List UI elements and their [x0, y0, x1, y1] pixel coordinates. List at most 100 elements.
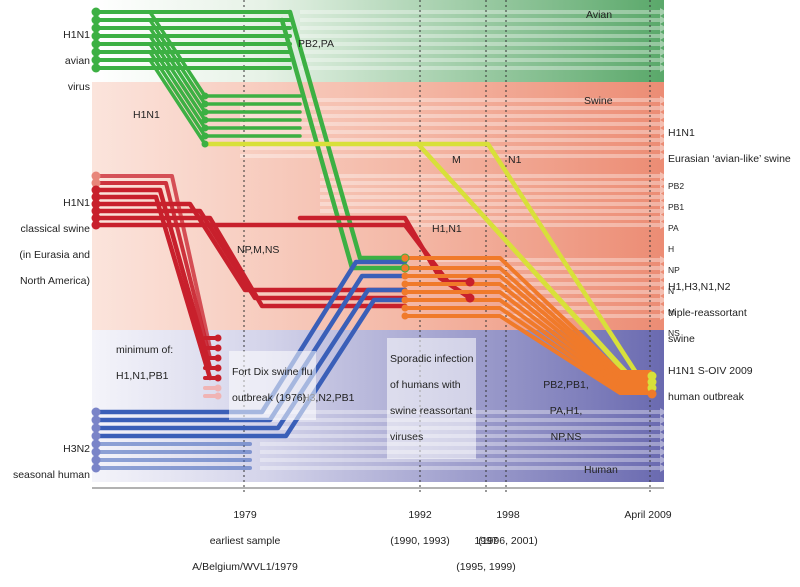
eurasian-faded-arrow-4-head [660, 128, 667, 136]
sporadic-dot-1 [465, 277, 475, 287]
avian-faded-arrow-1-head [660, 16, 667, 24]
fortdix-node-3 [214, 364, 222, 372]
classical-subtype: H1N1 [63, 197, 90, 209]
segment-pa: PA [668, 222, 679, 233]
eurasian-name: Eurasian ‘avian-like’ swine [668, 153, 791, 165]
avian-lineage-label: H1N1 avian virus [63, 16, 90, 107]
avian-swine-node-3 [201, 116, 209, 124]
avian-faded-arrow-3-head [660, 32, 667, 40]
triple-path-3 [403, 282, 652, 383]
human-origin-dot-6 [91, 455, 101, 465]
avian-swine-node-2 [201, 108, 209, 116]
earliest-sample-label: earliest sample [209, 535, 281, 547]
segment-pb2: PB2 [668, 180, 685, 191]
triple-faded-arrow-1-head [660, 264, 667, 272]
avian-origin-dot-7 [91, 63, 101, 73]
triple-faded-arrow-0-head [660, 256, 667, 264]
avian-faded-arrow-5-head [660, 48, 667, 56]
sporadic-line-1: Sporadic infection [390, 353, 474, 365]
avian-origin-dot-5 [91, 47, 101, 57]
n1-transfer-path [415, 141, 649, 391]
transfer-m: M [452, 154, 461, 166]
classical-origin-dot-2 [91, 185, 101, 195]
avian-swine-node-1 [201, 100, 209, 108]
segment-h: H [668, 243, 675, 254]
triple-faded-arrow-5-head [660, 296, 667, 304]
classical-origin-dot-1 [91, 178, 101, 188]
human-lineage-label: H3N2 seasonal human [13, 430, 90, 495]
human-faded-arrow-1-head [660, 416, 667, 424]
transfer-pb2-pa: PB2,PA [298, 38, 334, 50]
segment-m: M [668, 306, 676, 317]
classical-region-1: (in Eurasia and [19, 249, 90, 261]
avian-origin-dot-1 [91, 15, 101, 25]
triple-path-1 [403, 266, 652, 377]
transfer-np-m-ns: NP,M,NS [237, 244, 280, 256]
classical-swine-label: H1N1 classical swine (in Eurasia and Nor… [19, 184, 90, 301]
classical-origin-dot-7 [91, 220, 101, 230]
human-subtype: H3N2 [63, 443, 90, 455]
avian-word: avian [64, 55, 90, 67]
avian-faded-arrow-7-head [660, 64, 667, 72]
sporadic-line-3: swine reassortant [390, 405, 473, 417]
human-origin-dot-7 [91, 463, 101, 473]
classical-faded-arrow-6-head [660, 214, 667, 222]
timeline-1979: 1979 earliest sample A/Belgium/WVL1/1979 [180, 496, 310, 587]
triple-faded-arrow-7-head [660, 312, 667, 320]
eurasian-swine-label: H1N1 Eurasian ‘avian-like’ swine [668, 114, 791, 179]
sporadic-infection-note: Sporadic infection of humans with swine … [387, 338, 477, 459]
triple-node-7 [401, 312, 409, 320]
eurasian-faded-arrow-6-head [660, 144, 667, 152]
soiv-orange-dot [647, 389, 657, 399]
human-faded-arrow-2-head [660, 424, 667, 432]
segment-legend: PB2 PB1 PA H NP N M NS [668, 170, 684, 349]
triple-node-4 [401, 288, 409, 296]
soiv-name: H1N1 S-OIV 2009 [668, 365, 753, 377]
classical-origin-dot-6 [91, 213, 101, 223]
classical-faded-arrow-4-head [660, 200, 667, 208]
soiv-label: H1N1 S-OIV 2009 human outbreak [668, 352, 753, 417]
triple-node-6 [401, 304, 409, 312]
classical-fortdix-1 [94, 174, 212, 350]
lineage-nodes [91, 7, 657, 473]
avian-origin-dot-0 [91, 7, 101, 17]
triple-node-5 [401, 296, 409, 304]
human-origin-dot-5 [91, 447, 101, 457]
timeline-2009: April 2009 [610, 496, 686, 535]
human-faded-arrow-4-head [660, 440, 667, 448]
classical-ns-path [93, 215, 408, 309]
classical-m-path [93, 208, 408, 301]
final-segments-2: PA,H1, [549, 405, 583, 417]
classical-origin-dot-3 [91, 192, 101, 202]
triple-faded-arrow-4-head [660, 288, 667, 296]
classical-fortdix-3 [93, 187, 213, 371]
triple-path-5 [403, 298, 652, 389]
timeline-1998: 1998 (1996, 2001) [468, 496, 548, 561]
fortdix-node-4 [214, 374, 222, 382]
avian-swine-node-4 [201, 124, 209, 132]
triple-node-2 [401, 272, 409, 280]
segment-ns: NS [668, 327, 680, 338]
eurasian-faded-arrow-2-head [660, 112, 667, 120]
pb1-transfer [93, 287, 408, 431]
range-1998: (1996, 2001) [478, 535, 538, 547]
avian-subtype: H1N1 [63, 29, 90, 41]
pb2-transfer [287, 9, 408, 261]
avian-origin-dot-4 [91, 39, 101, 49]
eurasian-faded-arrow-0-head [660, 96, 667, 104]
fort-dix-line-2: outbreak (1976) [232, 392, 307, 404]
human-faded-arrow-6-head [660, 456, 667, 464]
classical-fortdix-4 [93, 194, 213, 381]
triple-name: triple-reassortant [668, 307, 747, 319]
classical-origin-dot-4 [91, 199, 101, 209]
classical-faded-arrow-3-head [660, 193, 667, 201]
band-label-avian: Avian [586, 9, 613, 21]
timeline-1992: 1992 (1990, 1993) [380, 496, 460, 561]
human-faded-arrow-3-head [660, 432, 667, 440]
avian-swine-node-5 [201, 132, 209, 140]
year-1997: 1997 [474, 535, 498, 547]
segment-n: N [668, 285, 675, 296]
earliest-sample-name: A/Belgium/WVL1/1979 [192, 561, 298, 573]
final-segments-3: NP,NS [550, 431, 582, 443]
triple-reassortant-label: H1,H3,N1,N2 triple-reassortant swine [668, 268, 747, 359]
